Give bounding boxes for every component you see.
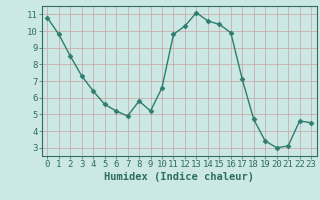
X-axis label: Humidex (Indice chaleur): Humidex (Indice chaleur) <box>104 172 254 182</box>
